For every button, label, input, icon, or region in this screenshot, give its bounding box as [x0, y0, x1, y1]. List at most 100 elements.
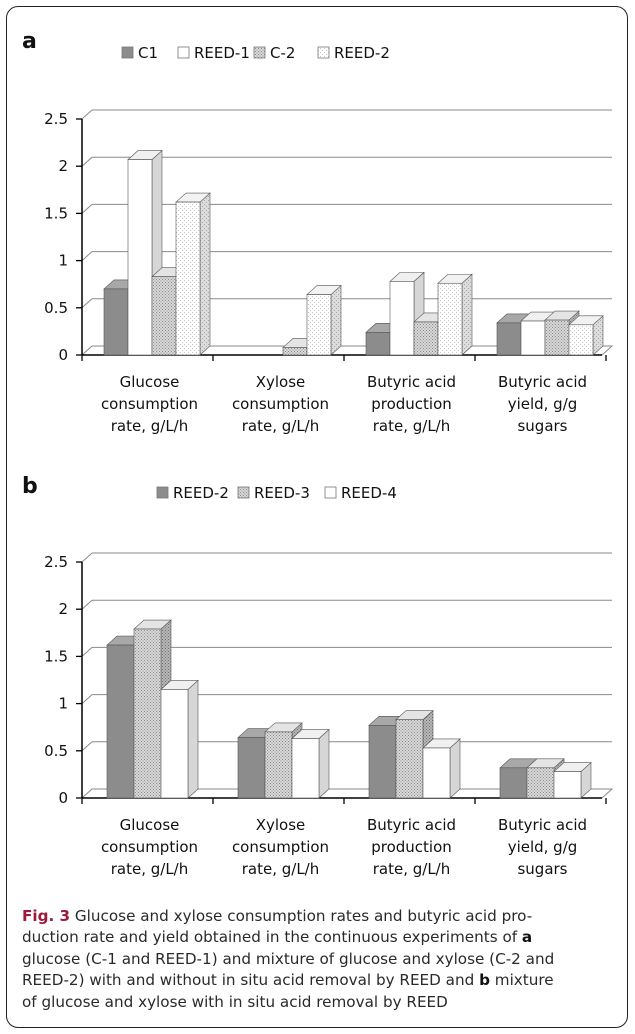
bar: [422, 738, 461, 799]
caption-line: duction rate and yield obtained in the c…: [22, 927, 618, 948]
caption-text: of glucose and xylose with in situ acid …: [22, 992, 448, 1011]
x-category-label: rate, g/L/h: [242, 860, 320, 878]
bar-front: [395, 719, 424, 799]
y-tick-label: 0.5: [44, 299, 68, 317]
legend-swatch: [156, 486, 169, 499]
x-category-label: Glucose: [120, 816, 180, 834]
x-category-label: consumption: [232, 395, 329, 413]
gridline-depth: [81, 599, 93, 610]
bar-front: [520, 320, 546, 356]
bar-side: [330, 284, 342, 356]
x-category-label: consumption: [232, 838, 329, 856]
gridline-depth: [81, 156, 93, 167]
panel-label: a: [22, 29, 37, 54]
bar: [160, 679, 199, 799]
bar: [306, 284, 342, 356]
x-category-label: production: [371, 838, 452, 856]
y-tick-label: 2.5: [44, 553, 68, 571]
legend-label: REED-2: [173, 484, 229, 502]
y-tick-label: 0: [58, 789, 68, 807]
bar-front: [103, 288, 129, 356]
bar-front: [291, 738, 320, 799]
x-category-label: Butyric acid: [367, 373, 456, 391]
bar-front: [544, 319, 570, 356]
y-tick-label: 1.5: [44, 204, 68, 222]
caption-text: glucose (C-1 and REED-1) and mixture of …: [22, 949, 555, 968]
x-category-label: production: [371, 395, 452, 413]
bar-side: [449, 738, 461, 799]
y-tick-label: 0.5: [44, 742, 68, 760]
legend-label: C-2: [270, 44, 295, 62]
legend-swatch: [121, 46, 134, 59]
bar: [553, 761, 592, 799]
x-category-label: consumption: [101, 395, 198, 413]
legend-swatch: [253, 46, 266, 59]
figure-frame: [6, 6, 628, 1028]
y-tick-label: 2: [58, 157, 68, 175]
caption-text: duction rate and yield obtained in the c…: [22, 928, 522, 947]
bar-front: [133, 628, 162, 799]
bar: [568, 315, 604, 356]
gridline-depth: [81, 298, 93, 309]
gridline-depth: [81, 647, 93, 657]
y-tick-label: 2: [58, 600, 68, 618]
x-category-label: rate, g/L/h: [111, 860, 189, 878]
bar-front: [422, 747, 451, 799]
y-tick-label: 1: [58, 252, 68, 270]
bar-side: [461, 273, 473, 356]
bar-front: [175, 201, 201, 356]
chart-panel-b: b 0 0.5 1 1.5 2 2.5 Glucose consumption rate, g/L…: [22, 474, 614, 878]
bar-front: [568, 324, 594, 356]
x-category-label: rate, g/L/h: [242, 417, 320, 435]
bar-front: [160, 689, 189, 799]
caption-line: of glucose and xylose with in situ acid …: [22, 992, 618, 1013]
bar-front: [365, 332, 391, 356]
x-category-label: yield, g/g: [508, 395, 578, 413]
bar-front: [413, 321, 439, 356]
bar: [437, 273, 473, 356]
legend-label: REED-2: [334, 44, 390, 62]
bar-front: [526, 767, 555, 799]
x-category-label: Xylose: [256, 816, 306, 834]
gridline-depth: [81, 109, 93, 120]
caption-panel-ref: a: [521, 928, 533, 947]
figure-label: Fig. 3: [22, 907, 71, 925]
caption-text: REED-2) with and without in situ acid re…: [22, 971, 480, 990]
x-category-label: yield, g/g: [508, 838, 578, 856]
bar-front: [106, 644, 135, 799]
legend-label: REED-1: [194, 44, 250, 62]
caption-line: Fig. 3 Glucose and xylose consumption ra…: [22, 906, 618, 927]
caption-line: REED-2) with and without in situ acid re…: [22, 970, 618, 991]
legend-swatch: [317, 46, 330, 59]
gridline-depth: [81, 741, 93, 752]
y-tick-label: 0: [58, 346, 68, 364]
x-category-label: Butyric acid: [498, 816, 587, 834]
figure-caption: Fig. 3 Glucose and xylose consumption ra…: [22, 906, 618, 1013]
bar-side: [318, 728, 330, 799]
caption-text: mixture: [489, 971, 554, 990]
x-category-label: Butyric acid: [367, 816, 456, 834]
bar: [127, 149, 163, 356]
gridline-depth: [81, 204, 93, 214]
bar-front: [499, 767, 528, 799]
bar-front: [306, 294, 332, 356]
y-tick-label: 1: [58, 695, 68, 713]
gridline-depth: [81, 694, 93, 704]
x-category-label: rate, g/L/h: [373, 417, 451, 435]
gridline-depth: [81, 251, 93, 261]
y-tick-label: 2.5: [44, 110, 68, 128]
bar: [389, 271, 425, 356]
bar-front: [368, 725, 397, 799]
legend-label: REED-3: [254, 484, 310, 502]
bar: [544, 310, 580, 356]
legend-swatch: [237, 486, 250, 499]
bar-side: [187, 679, 199, 799]
x-category-label: Glucose: [120, 373, 180, 391]
bar-front: [264, 731, 293, 799]
gridline-depth: [81, 552, 93, 563]
bar-front: [553, 771, 582, 799]
bar-front: [151, 276, 177, 356]
x-category-label: Xylose: [256, 373, 306, 391]
legend-swatch: [324, 486, 337, 499]
